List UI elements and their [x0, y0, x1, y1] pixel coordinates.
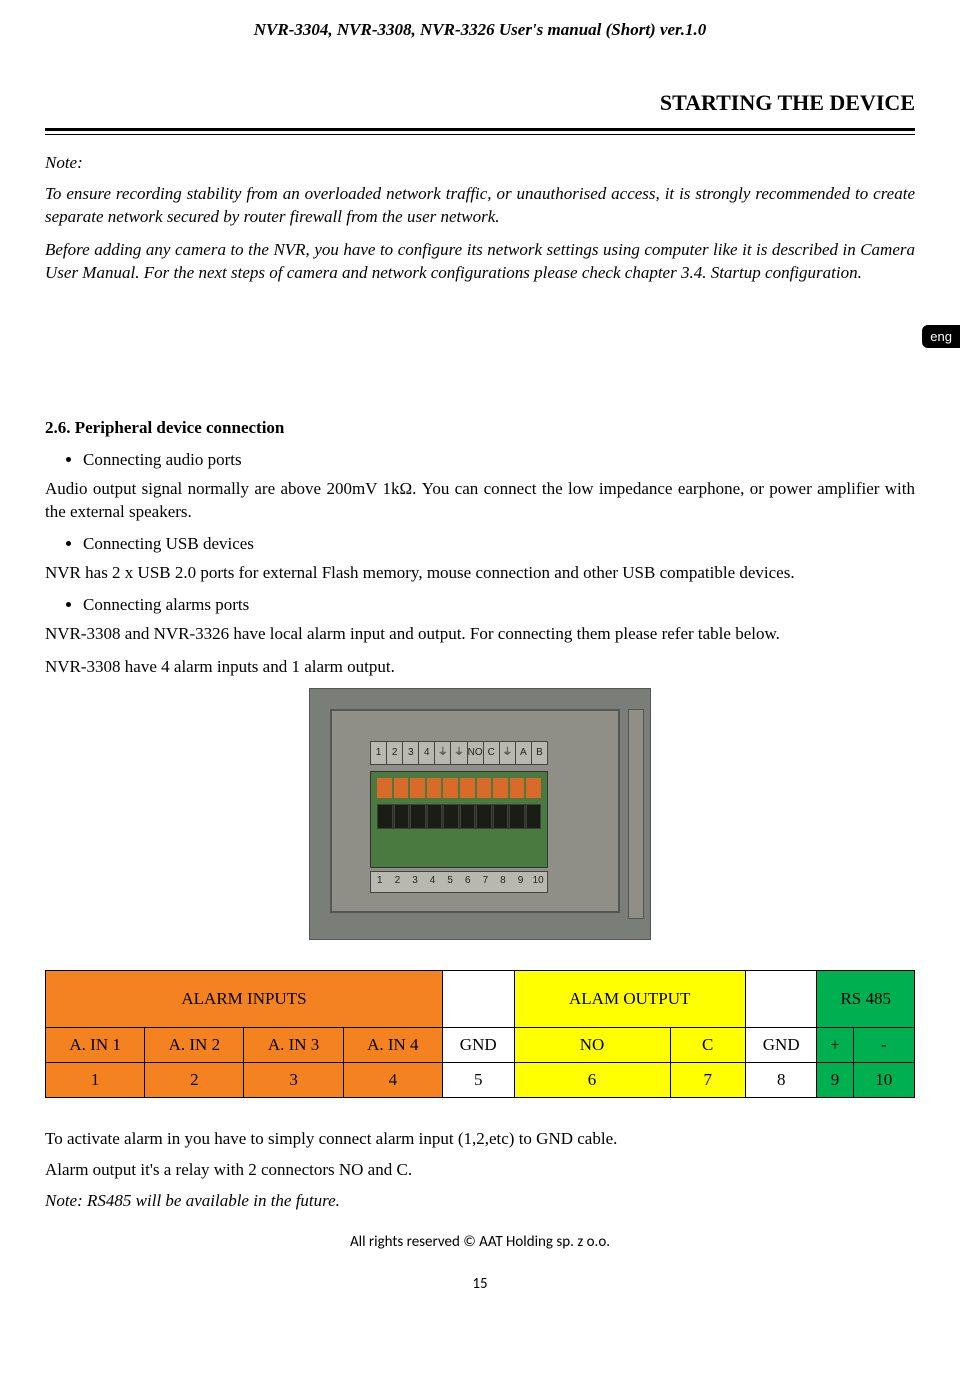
paragraph-alarm-1: NVR-3308 and NVR-3326 have local alarm i… [45, 623, 915, 646]
table-cell: A. IN 3 [244, 1028, 343, 1063]
note-paragraph-1: To ensure recording stability from an ov… [45, 183, 915, 229]
terminal-photo: 1234⏚⏚NOC⏚AB 12345678910 [309, 688, 651, 940]
table-cell: 4 [343, 1063, 442, 1098]
table-cell: 3 [244, 1063, 343, 1098]
bullet-audio: Connecting audio ports [83, 450, 915, 470]
doc-header: NVR-3304, NVR-3308, NVR-3326 User's manu… [45, 20, 915, 40]
divider-rule [45, 128, 915, 135]
table-cell: A. IN 4 [343, 1028, 442, 1063]
table-cell: 5 [442, 1063, 514, 1098]
table-cell: GND [745, 1028, 817, 1063]
cell-alarm-inputs: ALARM INPUTS [46, 971, 443, 1028]
subsection-heading: 2.6. Peripheral device connection [45, 418, 915, 438]
table-cell: - [853, 1028, 914, 1063]
table-cell: 7 [670, 1063, 745, 1098]
paragraph-usb: NVR has 2 x USB 2.0 ports for external F… [45, 562, 915, 585]
copyright-line: All rights reserved © AAT Holding sp. z … [45, 1233, 915, 1251]
table-cell: + [817, 1028, 853, 1063]
table-cell: C [670, 1028, 745, 1063]
language-tag: eng [922, 325, 960, 348]
cell-rs485: RS 485 [817, 971, 915, 1028]
bullet-alarms: Connecting alarms ports [83, 595, 915, 615]
paragraph-audio: Audio output signal normally are above 2… [45, 478, 915, 524]
bullet-usb: Connecting USB devices [83, 534, 915, 554]
table-cell: 2 [145, 1063, 244, 1098]
table-row: 12345678910 [46, 1063, 915, 1098]
table-cell: 10 [853, 1063, 914, 1098]
cell-blank [442, 971, 514, 1028]
table-cell: 1 [46, 1063, 145, 1098]
footer-paragraph-3: Note: RS485 will be available in the fut… [45, 1190, 915, 1213]
table-cell: NO [514, 1028, 670, 1063]
cell-blank [745, 971, 817, 1028]
alarm-pinout-table: ALARM INPUTS ALAM OUTPUT RS 485 A. IN 1A… [45, 970, 915, 1098]
table-cell: 9 [817, 1063, 853, 1098]
note-label: Note: [45, 153, 915, 173]
footer-paragraph-2: Alarm output it's a relay with 2 connect… [45, 1159, 915, 1182]
section-title: STARTING THE DEVICE [45, 90, 915, 116]
table-cell: A. IN 1 [46, 1028, 145, 1063]
paragraph-alarm-2: NVR-3308 have 4 alarm inputs and 1 alarm… [45, 656, 915, 679]
note-paragraph-2: Before adding any camera to the NVR, you… [45, 239, 915, 285]
table-cell: 8 [745, 1063, 817, 1098]
cell-alarm-output: ALAM OUTPUT [514, 971, 745, 1028]
table-cell: GND [442, 1028, 514, 1063]
table-cell: A. IN 2 [145, 1028, 244, 1063]
table-row: ALARM INPUTS ALAM OUTPUT RS 485 [46, 971, 915, 1028]
table-row: A. IN 1A. IN 2A. IN 3A. IN 4GNDNOCGND+- [46, 1028, 915, 1063]
footer-paragraph-1: To activate alarm in you have to simply … [45, 1128, 915, 1151]
page-number: 15 [45, 1275, 915, 1293]
table-cell: 6 [514, 1063, 670, 1098]
